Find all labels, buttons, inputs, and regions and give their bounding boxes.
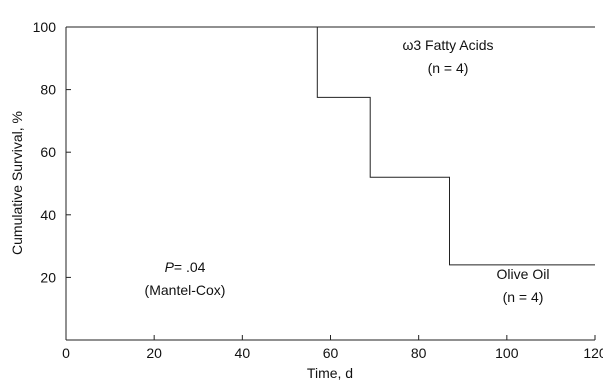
p-value-symbol: P — [165, 259, 175, 275]
y-tick-label: 40 — [40, 207, 56, 223]
x-tick-label: 80 — [411, 345, 427, 361]
survival-curves — [66, 26, 595, 266]
omega3-n-label: (n = 4) — [428, 60, 469, 76]
y-tick-label: 100 — [33, 19, 57, 35]
x-tick-label: 40 — [235, 345, 251, 361]
x-axis-label: Time, d — [307, 365, 353, 381]
p-value-number: = .04 — [174, 259, 206, 275]
y-tick-label: 60 — [40, 144, 56, 160]
olive-oil-label: Olive Oil — [497, 266, 550, 282]
y-tick-label: 20 — [40, 269, 56, 285]
y-axis-label: Cumulative Survival, % — [9, 111, 25, 255]
x-tick-label: 20 — [146, 345, 162, 361]
x-tick-label: 120 — [583, 345, 603, 361]
x-tick-label: 0 — [62, 345, 70, 361]
olive-oil-curve — [66, 26, 595, 266]
omega3-annotation: ω3 Fatty Acids (n = 4) — [402, 37, 493, 76]
x-tick-label: 60 — [323, 345, 339, 361]
mantel-cox-label: (Mantel-Cox) — [145, 282, 226, 298]
ticks: 0 20 40 60 80 100 120 20 40 60 80 100 — [33, 19, 603, 361]
p-value-label: P= .04 — [165, 259, 206, 275]
omega3-label: ω3 Fatty Acids — [402, 37, 493, 53]
olive-oil-annotation: Olive Oil (n = 4) — [497, 266, 550, 305]
y-tick-label: 80 — [40, 82, 56, 98]
x-tick-label: 100 — [495, 345, 519, 361]
p-value-annotation: P= .04 (Mantel-Cox) — [145, 259, 226, 298]
olive-oil-n-label: (n = 4) — [503, 289, 544, 305]
